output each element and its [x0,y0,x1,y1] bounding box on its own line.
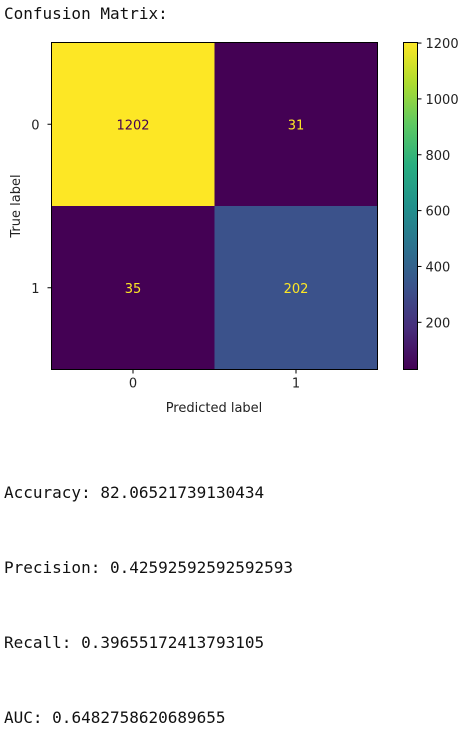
y-tick-label: 1 [31,282,39,297]
page-heading: Confusion Matrix: [4,4,168,23]
metric-label: Recall: [4,633,72,652]
metric-recall: Recall: 0.39655172413793105 [4,630,293,655]
colorbar-ticks: 200 400 600 800 1000 1200 [417,37,459,331]
plot-frame [51,42,378,370]
metric-value: 0.42592592592592593 [109,558,293,577]
colorbar-tick-label: 200 [426,316,451,331]
y-axis-label: True label [9,174,24,238]
heatmap-cell [51,206,215,370]
colorbar-tick-label: 600 [426,205,451,220]
metric-label: Precision: [4,558,101,577]
metric-precision: Precision: 0.42592592592592593 [4,555,293,580]
metric-value: 0.6482758620689655 [52,708,226,727]
heatmap-cell [214,206,378,370]
cell-value-label: 202 [284,282,309,297]
heatmap-cells: 1202 31 35 202 [51,42,378,370]
x-axis-label: Predicted label [166,401,263,416]
x-tick-label: 0 [129,377,137,392]
x-tick-label: 1 [292,377,300,392]
heatmap-cell [51,42,215,206]
colorbar-tick-label: 1000 [426,93,459,108]
colorbar-tick-label: 1200 [426,37,459,52]
colorbar [403,42,418,370]
cell-value-label: 35 [125,282,142,297]
heatmap-cell [214,42,378,206]
colorbar-tick-label: 400 [426,260,451,275]
metric-value: 82.06521739130434 [100,483,265,502]
metric-label: Accuracy: [4,483,91,502]
colorbar-tick-label: 800 [426,149,451,164]
metric-value: 0.39655172413793105 [81,633,265,652]
y-tick-label: 0 [31,118,39,133]
cell-value-label: 31 [288,118,305,133]
y-axis-ticks: 01 [31,118,52,297]
metric-label: AUC: [4,708,43,727]
cell-value-label: 1202 [116,118,149,133]
metric-auc: AUC: 0.6482758620689655 [4,705,293,730]
metric-accuracy: Accuracy: 82.06521739130434 [4,480,293,505]
metrics-output: Accuracy: 82.06521739130434 Precision: 0… [4,430,293,755]
